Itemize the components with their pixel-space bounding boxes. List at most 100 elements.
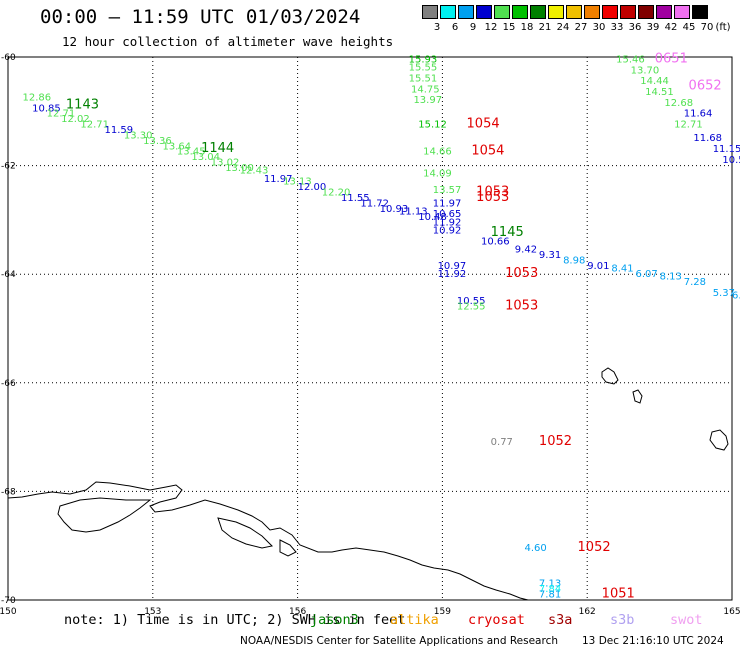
swh-value: 6.17 xyxy=(732,291,740,302)
map-frame xyxy=(7,56,733,601)
legend-label-45: 45 xyxy=(682,22,696,33)
swh-value: 11.15 xyxy=(713,144,740,155)
lat-tick--66: -66 xyxy=(1,379,16,389)
swh-value: 14.75 xyxy=(411,84,440,95)
swh-value: 14.44 xyxy=(640,76,669,87)
legend-label-39: 39 xyxy=(646,22,660,33)
swh-value: 13.30 xyxy=(124,130,153,141)
swh-value: 14.09 xyxy=(423,168,452,179)
swh-value: 10.48 xyxy=(418,212,447,223)
observation-labels: 12.8610.8512.7112.0212.7111.5913.3013.36… xyxy=(22,51,740,601)
swh-value: 13.13 xyxy=(283,177,312,188)
lon-tick-153: 153 xyxy=(144,607,161,617)
swh-value: 7.13 xyxy=(539,578,561,589)
swh-value: 8.98 xyxy=(563,255,585,266)
swh-value: 10.66 xyxy=(481,236,510,247)
swh-value: 11.92 xyxy=(433,217,462,228)
legend-label-15: 15 xyxy=(502,22,516,33)
lon-tick-165: 165 xyxy=(723,607,740,617)
lon-tick-150: 150 xyxy=(0,607,17,617)
swh-value: 9.31 xyxy=(539,250,561,261)
lon-tick-156: 156 xyxy=(289,607,306,617)
swh-value: 11.55 xyxy=(341,193,370,204)
swh-value: 12.55 xyxy=(457,301,486,312)
swh-value: 13.97 xyxy=(413,95,442,106)
legend-swatch-45 xyxy=(674,5,690,19)
legend-label-12: 12 xyxy=(484,22,498,33)
map-title: 00:00 – 11:59 UTC 01/03/2024 xyxy=(40,6,361,28)
legend-swatch-36 xyxy=(620,5,636,19)
map-subtitle: 12 hour collection of altimeter wave hei… xyxy=(62,34,394,49)
pass-time-label: 0652 xyxy=(689,79,722,94)
legend-label-33: 33 xyxy=(610,22,624,33)
swh-value: 13.00 xyxy=(225,163,254,174)
legend-swatch-24 xyxy=(548,5,564,19)
swh-value: 10.92 xyxy=(433,225,462,236)
swh-value: 14.66 xyxy=(423,147,452,158)
swh-value: 13.45 xyxy=(177,147,206,158)
legend-label-3: 3 xyxy=(433,22,441,33)
legend-swatch-33 xyxy=(602,5,618,19)
legend-label-21: 21 xyxy=(538,22,552,33)
legend-swatch-30 xyxy=(584,5,600,19)
legend-label-70: 70 xyxy=(700,22,714,33)
swh-value: 11.92 xyxy=(438,269,467,280)
lat-tick--68: -68 xyxy=(1,487,16,497)
swh-value: 15.12 xyxy=(418,120,447,131)
legend-label-6: 6 xyxy=(451,22,459,33)
legend-unit: (ft) xyxy=(715,22,731,33)
swh-value: 12.02 xyxy=(61,114,90,125)
mission-cryosat: cryosat xyxy=(468,612,525,628)
swh-value: 6.07 xyxy=(635,269,657,280)
swh-value: 7.81 xyxy=(539,589,561,600)
lon-tick-162: 162 xyxy=(579,607,596,617)
legend-swatch-27 xyxy=(566,5,582,19)
credit-text: NOAA/NESDIS Center for Satellite Applica… xyxy=(240,635,558,647)
lat-tick--70: -70 xyxy=(1,596,16,606)
pass-time-label: 1145 xyxy=(491,225,524,240)
pass-time-label: 1053 xyxy=(505,266,538,281)
pass-time-label: 1143 xyxy=(66,98,99,113)
swh-value: 13.70 xyxy=(631,65,660,76)
swh-value: 4.60 xyxy=(524,543,546,554)
swh-value: 11.59 xyxy=(105,125,134,136)
lat-tick--60: -60 xyxy=(1,53,16,63)
swh-value: 10.93 xyxy=(380,204,409,215)
swh-value: 7.28 xyxy=(684,277,706,288)
graticule xyxy=(7,56,733,601)
swh-value: 9.01 xyxy=(587,261,609,272)
legend-label-27: 27 xyxy=(574,22,588,33)
lat-tick--64: -64 xyxy=(1,270,16,280)
swh-value: 12.68 xyxy=(664,98,693,109)
swh-value: 12.86 xyxy=(22,92,51,103)
legend-label-24: 24 xyxy=(556,22,570,33)
pass-time-label: 1144 xyxy=(201,141,234,156)
swh-value: 11.97 xyxy=(264,174,293,185)
antarctic-coast xyxy=(7,481,529,601)
swh-value: 12.20 xyxy=(322,187,351,198)
swh-value: 10.85 xyxy=(32,103,61,114)
swh-value: 13.57 xyxy=(433,185,462,196)
swh-value: 14.51 xyxy=(645,87,674,98)
swh-value: 0.77 xyxy=(491,437,513,448)
coast-inlet-3 xyxy=(279,539,297,557)
legend-swatch-6 xyxy=(440,5,456,19)
legend-swatch-9 xyxy=(458,5,474,19)
legend-label-9: 9 xyxy=(469,22,477,33)
legend-swatch-12 xyxy=(476,5,492,19)
swh-value: 13.36 xyxy=(143,136,172,147)
pass-time-label: 0651 xyxy=(655,51,688,66)
swh-value: 9.42 xyxy=(515,244,537,255)
legend-label-42: 42 xyxy=(664,22,678,33)
coastline xyxy=(7,367,729,601)
legend-swatch-15 xyxy=(494,5,510,19)
swh-value: 13.64 xyxy=(162,141,191,152)
swh-value: 11.72 xyxy=(360,198,389,209)
island-3 xyxy=(709,429,729,451)
pass-time-label: 1052 xyxy=(539,434,572,449)
pass-time-label: 1054 xyxy=(467,117,500,132)
swh-value: 10.51 xyxy=(722,155,740,166)
swh-value: 5.37 xyxy=(713,288,735,299)
mission-s3a: s3a xyxy=(548,612,573,628)
